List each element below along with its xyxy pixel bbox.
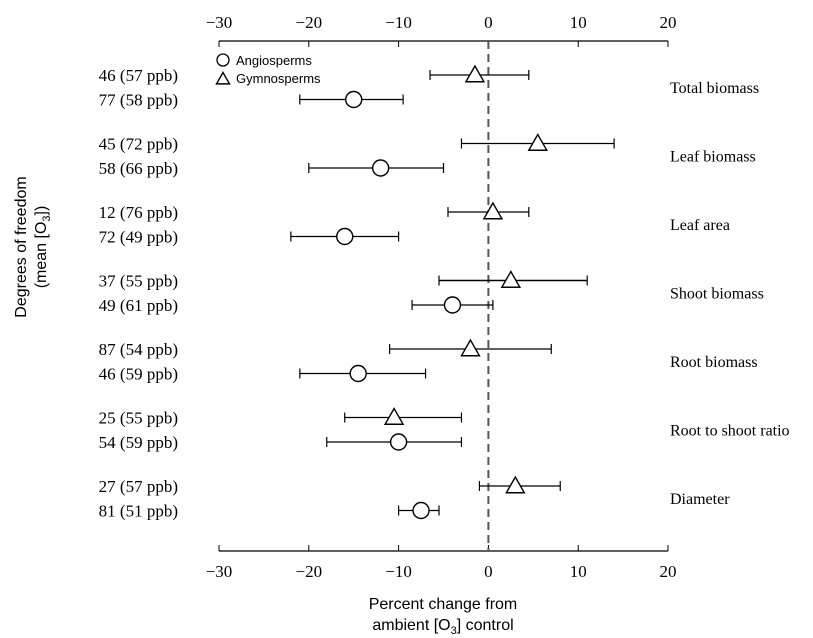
top-tick-label: −30 — [206, 13, 233, 32]
legend-label: Gymnosperms — [236, 71, 321, 86]
bottom-tick-label: 0 — [484, 562, 493, 581]
row-label: 58 (66 ppb) — [99, 159, 178, 178]
row-label: 25 (55 ppb) — [99, 409, 178, 428]
group-label: Leaf biomass — [670, 149, 756, 166]
row-label: 54 (59 ppb) — [99, 433, 178, 452]
legend-label: Angiosperms — [236, 53, 312, 68]
row-label: 87 (54 ppb) — [99, 340, 178, 359]
group-label: Root biomass — [670, 354, 758, 371]
bottom-tick-label: −10 — [385, 562, 412, 581]
row-label: 12 (76 ppb) — [99, 203, 178, 222]
row-label: 37 (55 ppb) — [99, 272, 178, 291]
group-label: Diameter — [670, 491, 730, 508]
row-label: 77 (58 ppb) — [99, 91, 178, 110]
top-tick-label: 10 — [570, 13, 587, 32]
group-label: Root to shoot ratio — [670, 423, 790, 440]
angiosperm-point — [345, 90, 363, 109]
y-axis-title: Degrees of freedom — [13, 176, 30, 317]
top-tick-label: 0 — [484, 13, 493, 32]
row-label: 81 (51 ppb) — [99, 502, 178, 521]
x-axis-title: Percent change from — [369, 596, 518, 613]
row-label: 46 (59 ppb) — [99, 365, 178, 384]
bottom-tick-label: 20 — [660, 562, 677, 581]
row-label: 49 (61 ppb) — [99, 296, 178, 315]
top-tick-label: −20 — [296, 13, 323, 32]
row-label: 46 (57 ppb) — [99, 66, 178, 85]
y-axis-title-line2: (mean [O3]) — [33, 206, 53, 289]
angiosperm-point — [389, 433, 408, 451]
gymnosperm-point — [482, 201, 504, 220]
top-tick-label: 20 — [660, 13, 677, 32]
bottom-tick-label: −30 — [206, 562, 233, 581]
group-label: Total biomass — [670, 80, 759, 97]
x-axis-title-line2: ambient [O3] control — [372, 617, 513, 637]
legend-triangle-icon — [215, 71, 231, 85]
gymnosperm-point — [500, 270, 522, 288]
gymnosperm-point — [527, 133, 548, 151]
row-label: 27 (57 ppb) — [99, 477, 178, 496]
row-label: 72 (49 ppb) — [99, 228, 178, 247]
angiosperm-point — [336, 227, 354, 246]
group-label: Shoot biomass — [670, 286, 764, 303]
gymnosperm-point — [464, 64, 486, 83]
bottom-tick-label: −20 — [296, 562, 323, 581]
angiosperm-point — [371, 159, 390, 177]
gymnosperm-point — [460, 338, 481, 357]
top-tick-label: −10 — [385, 13, 412, 32]
gymnosperm-point — [383, 407, 405, 425]
angiosperm-point — [412, 501, 430, 520]
row-label: 45 (72 ppb) — [99, 135, 178, 154]
gymnosperm-point — [505, 475, 526, 494]
group-label: Leaf area — [670, 217, 730, 234]
bottom-tick-label: 10 — [570, 562, 587, 581]
angiosperm-point — [349, 364, 367, 383]
angiosperm-point — [443, 296, 462, 314]
legend-circle-icon — [216, 53, 230, 67]
